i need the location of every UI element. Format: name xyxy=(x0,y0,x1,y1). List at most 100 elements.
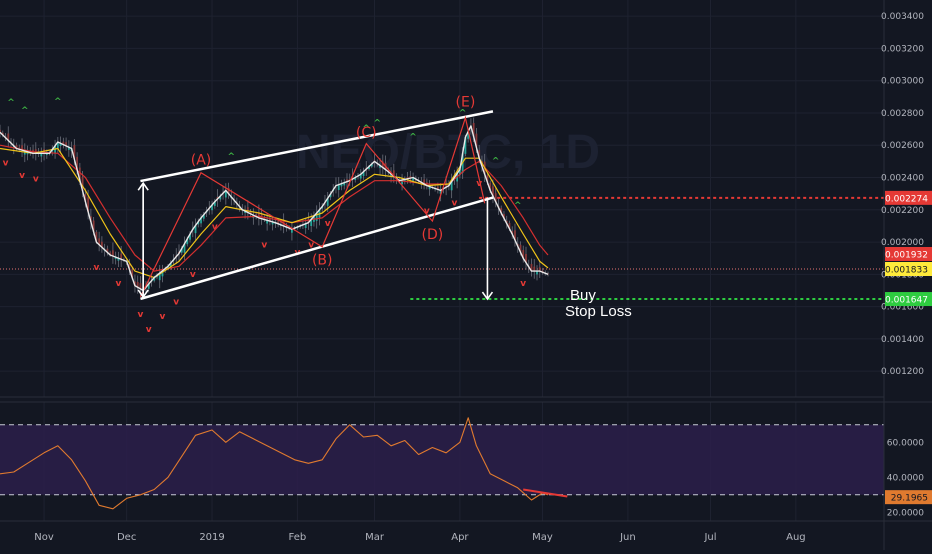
level-tag: 0.002274 xyxy=(885,194,928,204)
candle-body xyxy=(541,270,544,273)
candle-body xyxy=(78,167,81,181)
candle-body xyxy=(340,183,343,187)
candle-body xyxy=(224,190,227,198)
candle-body xyxy=(392,170,395,177)
candle-body xyxy=(213,201,216,206)
candle-body xyxy=(379,165,381,168)
candle-body xyxy=(131,269,134,278)
y-tick-label: 0.002000 xyxy=(881,238,924,248)
y-tick-label: 0.002200 xyxy=(881,206,924,216)
sell-marker: v xyxy=(173,298,179,308)
candle-body xyxy=(381,161,384,168)
buy-marker: ^ xyxy=(54,97,62,107)
candle-body xyxy=(67,147,70,150)
candle-body xyxy=(98,238,101,245)
y-tick-label: 0.003000 xyxy=(881,77,924,87)
candle-body xyxy=(180,248,183,253)
candle-body xyxy=(120,253,123,260)
rsi-tick-label: 60.0000 xyxy=(887,438,924,448)
buy-marker: ^ xyxy=(514,201,522,211)
sell-marker: v xyxy=(190,270,196,280)
candle-body xyxy=(200,217,202,224)
level-tag-box xyxy=(885,190,932,205)
watermark: NEO/BTC, 1D xyxy=(296,126,600,179)
price-tag: 0.001833 xyxy=(885,266,928,276)
y-tick-label: 0.002400 xyxy=(881,174,924,184)
y-tick-label: 0.002600 xyxy=(881,141,924,151)
candle-body xyxy=(494,193,497,202)
wave-labels: (A) (B) (C) (D) (E) xyxy=(191,95,476,269)
buy-marker: ^ xyxy=(459,108,467,118)
candle-body xyxy=(423,179,425,184)
candle-body xyxy=(533,266,536,272)
sell-marker: v xyxy=(308,240,314,250)
rsi-axis: 60.0000 40.0000 20.0000 xyxy=(887,438,924,518)
candle-body xyxy=(343,182,346,186)
candle-body xyxy=(459,169,461,175)
candle-body xyxy=(351,176,354,180)
wave-label: (B) xyxy=(312,253,333,269)
buy-marker: ^ xyxy=(21,106,29,116)
analysis-drawings xyxy=(137,110,494,301)
buy-note: Buy xyxy=(570,287,596,304)
candle-body xyxy=(117,258,120,261)
sell-marker: v xyxy=(261,240,267,250)
x-tick-label: Dec xyxy=(117,532,136,543)
rsi-line xyxy=(0,417,549,510)
sell-marker: v xyxy=(520,279,526,289)
candle-body xyxy=(348,178,351,181)
candle-body xyxy=(161,270,164,277)
candle-body xyxy=(139,283,142,289)
candle-body xyxy=(87,197,90,212)
price-tags: 0.002274 0.001647 0.001932 0.001833 29.1965 xyxy=(885,190,932,505)
sell-marker: v xyxy=(424,207,430,217)
x-tick-label: Aug xyxy=(786,532,806,543)
x-tick-label: May xyxy=(532,532,553,543)
y-tick-label: 0.001200 xyxy=(881,367,924,377)
x-tick-label: Apr xyxy=(451,532,469,543)
candle-body xyxy=(354,177,357,180)
candle-body xyxy=(486,174,489,183)
rsi-tick-label: 40.0000 xyxy=(887,473,924,483)
wave-label: (D) xyxy=(422,227,444,243)
candle-body xyxy=(538,267,541,272)
x-tick-label: Jul xyxy=(703,532,716,543)
price-series xyxy=(0,125,549,292)
candle-body xyxy=(409,176,412,179)
candle-body xyxy=(128,264,131,270)
candle-body xyxy=(467,131,470,139)
candle-body xyxy=(362,171,365,177)
candle-body xyxy=(95,231,98,243)
candle-body xyxy=(76,156,79,170)
candle-body xyxy=(109,252,112,255)
candle-body xyxy=(255,214,258,217)
sell-marker: v xyxy=(476,179,482,189)
grid xyxy=(0,0,884,521)
candle-body xyxy=(519,244,522,253)
candle-body xyxy=(84,194,87,202)
sell-marker: v xyxy=(146,325,152,335)
candle-body xyxy=(530,263,533,272)
candle-body xyxy=(503,213,505,219)
sell-marker: v xyxy=(138,310,144,320)
candle-body xyxy=(114,257,117,259)
candle-body xyxy=(478,149,481,159)
candle-body xyxy=(106,248,109,253)
sell-marker: v xyxy=(3,159,9,169)
candle-body xyxy=(277,221,280,224)
buy-marker: ^ xyxy=(492,157,500,167)
candle-body xyxy=(112,250,114,257)
signal-markers: vvvvvvvvvvvvvvvvvvv^^^^^^^^^^ xyxy=(3,97,527,335)
candle-body xyxy=(21,145,23,151)
candle-body xyxy=(23,150,26,155)
candle-body xyxy=(464,137,467,154)
rsi-value-tag-box xyxy=(885,490,932,505)
candle-body xyxy=(227,187,230,194)
y-tick-label: 0.001600 xyxy=(881,303,924,313)
candle-body xyxy=(268,218,271,222)
candle-body xyxy=(1,132,4,136)
candle-body xyxy=(536,271,538,275)
candle-body xyxy=(525,253,527,263)
series-line xyxy=(0,125,549,292)
